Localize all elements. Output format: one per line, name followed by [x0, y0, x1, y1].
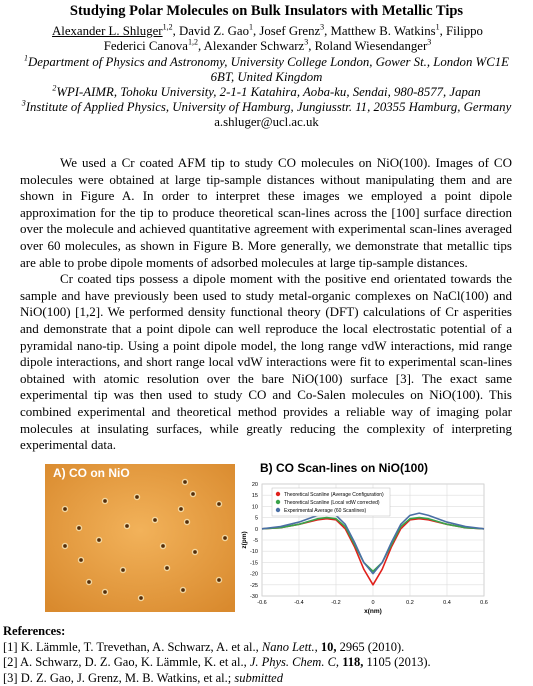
- reference: [3] D. Z. Gao, J. Grenz, M. B. Watkins, …: [3, 671, 528, 686]
- reference-volume: 118,: [342, 655, 364, 670]
- author-affiliation-mark: 1: [248, 22, 253, 32]
- reference-number: [3]: [3, 670, 18, 685]
- reference-journal: J. Phys. Chem. C,: [249, 655, 340, 670]
- author-name: , Alexander Schwarz: [197, 39, 305, 53]
- y-tick-label: -20: [250, 572, 258, 578]
- author-name: Alexander L. Shluger: [52, 24, 163, 38]
- affiliation: 3Institute of Applied Physics, Universit…: [18, 98, 515, 115]
- afm-image: A) CO on NiO: [45, 464, 235, 612]
- y-tick-label: 10: [252, 504, 258, 510]
- reference-authors: K. Lämmle, T. Trevethan, A. Schwarz, A. …: [20, 639, 259, 654]
- affiliation-mark: 2: [52, 83, 57, 93]
- x-tick-label: -0.4: [294, 600, 303, 606]
- legend-label: Theoretical Scanline (Local vdW correcte…: [284, 500, 380, 506]
- reference: [1] K. Lämmle, T. Trevethan, A. Schwarz,…: [3, 640, 528, 656]
- affiliation-text: WPI-AIMR, Tohoku University, 2-1-1 Katah…: [56, 85, 481, 99]
- legend-label: Theoretical Scanline (Average Configurat…: [284, 492, 384, 498]
- author-affiliation-mark: 1,2: [162, 22, 173, 32]
- paper-title: Studying Polar Molecules on Bulk Insulat…: [69, 3, 464, 19]
- reference-number: [1]: [3, 639, 18, 654]
- references-heading: References:: [3, 624, 66, 638]
- x-tick-label: 0.4: [443, 600, 451, 606]
- reference-authors: D. Z. Gao, J. Grenz, M. B. Watkins, et a…: [20, 670, 232, 685]
- y-tick-label: 0: [255, 527, 258, 533]
- paragraph: We used a Cr coated AFM tip to study CO …: [20, 155, 512, 270]
- authors: Alexander L. Shluger1,2, David Z. Gao1, …: [30, 22, 505, 54]
- author-affiliation-mark: 1: [435, 22, 440, 32]
- x-tick-label: -0.6: [257, 600, 266, 606]
- author-affiliation-mark: 3: [427, 37, 432, 47]
- x-tick-label: 0.2: [406, 600, 414, 606]
- legend-marker: [275, 507, 281, 513]
- legend-marker: [275, 491, 281, 497]
- reference: [2] A. Schwarz, D. Z. Gao, K. Lämmle, K.…: [3, 655, 528, 671]
- author-name: , Josef Grenz: [252, 24, 321, 38]
- reference-pages: 1105 (2013).: [366, 655, 431, 670]
- y-tick-label: 5: [255, 516, 258, 522]
- reference-authors: A. Schwarz, D. Z. Gao, K. Lämmle, K. et …: [20, 655, 247, 670]
- y-tick-label: 15: [252, 493, 258, 499]
- y-axis-label: z(pm): [241, 531, 248, 548]
- x-axis-label: x(nm): [364, 608, 382, 615]
- author-name: , David Z. Gao: [172, 24, 249, 38]
- affiliation-text: Institute of Applied Physics, University…: [25, 100, 512, 114]
- x-tick-label: 0: [371, 600, 374, 606]
- legend-label: Experimental Average (60 Scanlines): [284, 508, 367, 514]
- reference-volume: 10,: [320, 639, 337, 654]
- reference-number: [2]: [3, 655, 18, 670]
- affiliation-mark: 3: [21, 98, 26, 108]
- abstract: We used a Cr coated AFM tip to study CO …: [20, 155, 512, 454]
- y-tick-label: -15: [250, 560, 258, 566]
- author-name: , Matthew B. Watkins: [324, 24, 436, 38]
- author-affiliation-mark: 1,2: [187, 37, 198, 47]
- y-tick-label: -10: [250, 549, 258, 555]
- author-affiliation-mark: 3: [304, 37, 309, 47]
- affiliations: 1Department of Physics and Astronomy, Un…: [18, 53, 515, 130]
- series-line: [261, 517, 485, 586]
- image-background: [45, 464, 235, 612]
- y-tick-label: -25: [250, 583, 258, 589]
- scanline-chart: B) CO Scan-lines on NiO(100) -30 -25 -20 -15…: [241, 461, 488, 615]
- affiliation-mark: 1: [24, 53, 29, 63]
- reference-journal: Nano Lett.,: [261, 639, 318, 654]
- series-line: [261, 516, 485, 573]
- legend-box: [271, 487, 391, 517]
- references: References: [1] K. Lämmle, T. Trevethan,…: [3, 624, 528, 686]
- email: a.shluger@ucl.ac.uk: [214, 115, 319, 129]
- reference-journal: submitted: [234, 670, 283, 685]
- chart-title: B) CO Scan-lines on NiO(100): [260, 461, 428, 475]
- x-tick-label: 0.6: [480, 600, 488, 606]
- molecules: [61, 478, 229, 602]
- author-name: , Roland Wiesendanger: [308, 39, 428, 53]
- y-tick-label: -30: [250, 594, 258, 600]
- author-name: , Filippo Federici Canova: [103, 24, 483, 53]
- reference-pages: 2965 (2010).: [339, 639, 405, 654]
- affiliation: 1Department of Physics and Astronomy, Un…: [18, 53, 515, 85]
- figure-label: A) CO on NiO: [53, 466, 130, 480]
- y-tick-label: 20: [252, 482, 258, 488]
- y-tick-label: -5: [253, 538, 258, 544]
- legend-marker: [275, 499, 281, 505]
- affiliation: 2WPI-AIMR, Tohoku University, 2-1-1 Kata…: [18, 83, 515, 100]
- paragraph: Cr coated tips possess a dipole moment w…: [20, 271, 512, 453]
- affiliation-text: Department of Physics and Astronomy, Uni…: [28, 55, 509, 84]
- author-affiliation-mark: 3: [320, 22, 325, 32]
- x-tick-label: -0.2: [331, 600, 340, 606]
